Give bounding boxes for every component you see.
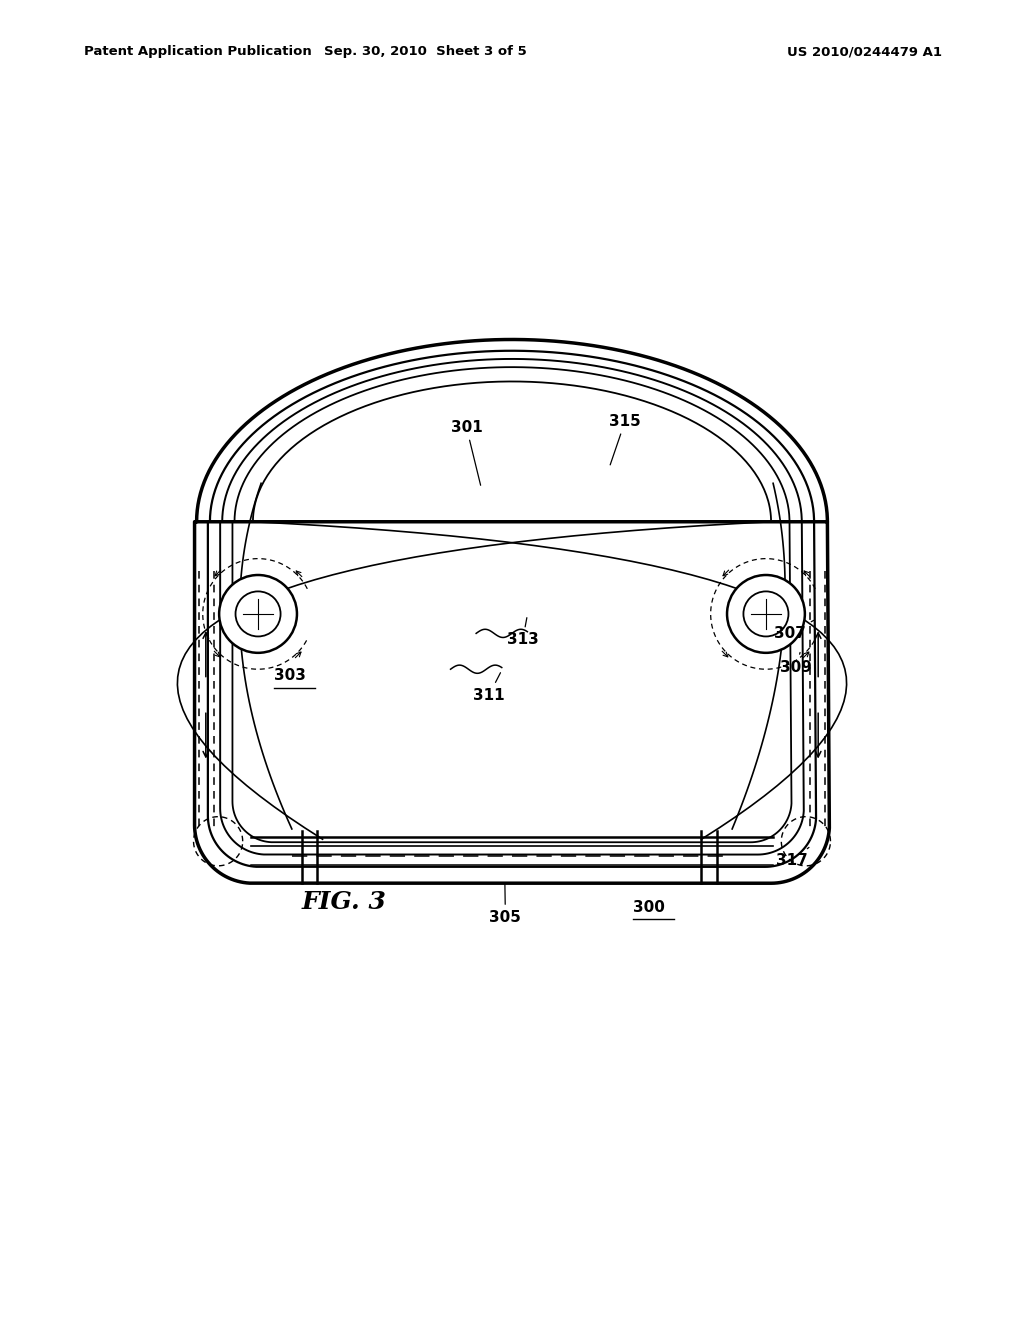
Text: 315: 315 [609, 413, 641, 465]
Text: Sep. 30, 2010  Sheet 3 of 5: Sep. 30, 2010 Sheet 3 of 5 [324, 45, 526, 58]
Text: 303: 303 [274, 668, 306, 684]
Circle shape [219, 576, 297, 653]
Text: 313: 313 [507, 618, 539, 647]
Text: 300: 300 [633, 900, 665, 915]
Text: 301: 301 [451, 420, 482, 486]
Circle shape [743, 591, 788, 636]
Text: FIG. 3: FIG. 3 [302, 890, 387, 913]
Text: Patent Application Publication: Patent Application Publication [84, 45, 311, 58]
Text: 307: 307 [774, 620, 814, 642]
Text: 311: 311 [473, 673, 505, 702]
Circle shape [727, 576, 805, 653]
Text: 309: 309 [780, 652, 812, 675]
Text: US 2010/0244479 A1: US 2010/0244479 A1 [787, 45, 942, 58]
Text: 317: 317 [776, 847, 809, 869]
Circle shape [236, 591, 281, 636]
Text: 305: 305 [489, 883, 521, 925]
